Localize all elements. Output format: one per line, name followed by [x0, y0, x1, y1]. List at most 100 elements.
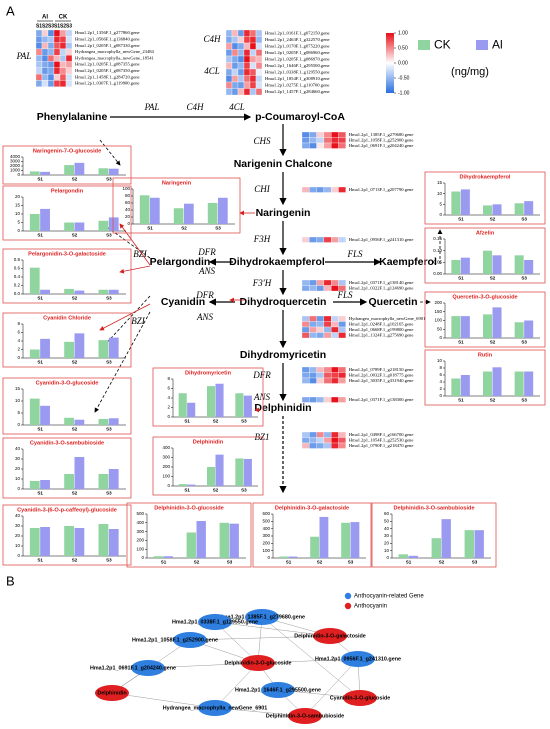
heatmap-cell	[301, 332, 310, 339]
y-tick-label: 0	[439, 212, 442, 217]
enzyme-label: DFR	[195, 290, 214, 300]
y-tick-label: 0	[267, 555, 270, 560]
bar	[218, 197, 228, 224]
heatmap-cell	[316, 315, 325, 322]
bar	[29, 481, 40, 489]
y-tick-label: 80	[125, 193, 131, 198]
y-tick-label: 0	[439, 393, 442, 398]
gene-label: Hma1.2p1_0205F.1_g086970.gene	[265, 56, 330, 61]
heatmap-cell	[65, 73, 73, 81]
x-tick-label: S1	[37, 558, 43, 563]
heatmap-cell	[237, 75, 245, 83]
heatmap-cell	[331, 377, 339, 384]
bar	[524, 371, 534, 396]
y-tick-label: 20	[384, 541, 390, 546]
y-tick-label: 200	[434, 300, 442, 305]
heatmap-cell	[309, 236, 317, 243]
column-label: S1	[54, 23, 60, 29]
heatmap-cell	[316, 285, 325, 292]
chart-title: Cyanidin-3-O-glucoside	[36, 380, 99, 386]
heatmap-cell	[301, 431, 310, 438]
bar	[173, 208, 184, 224]
heatmap-cell	[237, 88, 245, 96]
heatmap-cell	[323, 326, 332, 333]
heatmap-cell	[231, 68, 239, 76]
bar	[451, 191, 461, 215]
y-tick-label: 600	[262, 511, 270, 516]
chart-title: Afzelin	[476, 230, 495, 236]
gene-label: Hma1.2p1_1457F.1_g284660.gene	[265, 89, 330, 94]
heatmap-cell	[338, 431, 346, 438]
heatmap-cell	[323, 442, 332, 449]
anthocyanin-node-label: Delphinidin-3-O-sambubioside	[266, 713, 344, 719]
compound: p-Coumaroyl-CoA	[255, 111, 345, 123]
heatmap-cell	[316, 279, 325, 286]
network-edge	[214, 621, 331, 637]
x-tick-label: S2	[490, 398, 496, 403]
heatmap-cell	[255, 68, 263, 76]
bar	[451, 378, 461, 396]
heatmap-cell	[309, 137, 317, 144]
bar	[229, 523, 239, 558]
heatmap-cell	[231, 55, 239, 63]
bar	[186, 532, 197, 558]
y-tick-label: 400	[262, 526, 270, 531]
column-label: S1	[36, 23, 42, 29]
y-tick-label: 0	[127, 221, 130, 226]
y-tick-label: 10	[437, 358, 443, 363]
network-edge	[304, 658, 359, 717]
heatmap-cell	[338, 377, 346, 384]
y-tick-label: 300	[162, 455, 170, 460]
gene-label: Hma1.2p1_0789F.1_g218150.gene	[349, 367, 414, 372]
heatmap-cell	[249, 88, 257, 96]
bar	[451, 316, 461, 338]
bar	[514, 255, 524, 274]
y-tick-label: 30	[15, 523, 21, 528]
heatmap-cell	[255, 55, 263, 63]
colorbar-label: 0.50	[398, 45, 408, 51]
heatmap-cell	[243, 75, 251, 83]
compound: Dihydroquercetin	[240, 296, 327, 308]
heatmap-cell	[301, 236, 310, 243]
gene-label: Hma1.2p1_0275F.1_g110700.gene	[265, 82, 329, 87]
enzyme-label: ANS	[196, 312, 214, 322]
heatmap-cell	[53, 61, 61, 68]
y-tick-label: 500	[136, 511, 144, 516]
gene-label: Hma1.2p1_1458F.1_g284720.gene	[75, 74, 140, 79]
bar	[492, 204, 502, 215]
bar	[29, 349, 40, 358]
chart-title: Delphinidin-3-O-galactoside	[275, 505, 349, 511]
heatmap-cell	[301, 377, 310, 384]
heatmap-cell	[301, 131, 310, 138]
heatmap-cell	[309, 321, 317, 328]
legend-label: Anthocyanin	[354, 604, 387, 610]
y-tick-label: 30	[384, 533, 390, 538]
bar	[350, 522, 360, 558]
heatmap-cell	[316, 366, 325, 373]
heatmap-cell	[249, 29, 257, 37]
heatmap-cell	[237, 55, 245, 63]
bar	[408, 555, 418, 558]
gene-label: Hma1.2p1_1385F.1_g279680.gene	[349, 132, 414, 137]
x-tick-label: S1	[458, 217, 464, 222]
heatmap-cell	[59, 55, 67, 62]
y-tick-label: 400	[136, 520, 144, 525]
gene-label: Hma1.2p1_0790F.1_g218470.gene	[349, 443, 414, 448]
y-tick-label: 10	[15, 211, 21, 216]
gene-node-label: Hma1.2p1_1646F.1_g295500.gene	[235, 687, 321, 693]
heatmap-cell	[225, 49, 233, 57]
panel-label: A	[6, 3, 15, 18]
gene-label: Hma1.2p1_0691F.1_g204240.gene	[349, 143, 414, 148]
chart-frame	[424, 171, 546, 225]
compound: Phenylalanine	[37, 111, 108, 123]
y-tick-label: 4000	[10, 154, 21, 159]
y-tick-label: 150	[434, 309, 442, 314]
chart-title: Quercetin-3-O-glucoside	[452, 294, 517, 300]
heatmap-cell	[331, 431, 339, 438]
x-tick-label: S2	[490, 217, 496, 222]
group-label: Al	[42, 15, 48, 21]
heatmap-cell	[47, 36, 55, 43]
compound: Cyanidin	[161, 296, 205, 308]
compound: Delphinidin	[254, 402, 311, 414]
